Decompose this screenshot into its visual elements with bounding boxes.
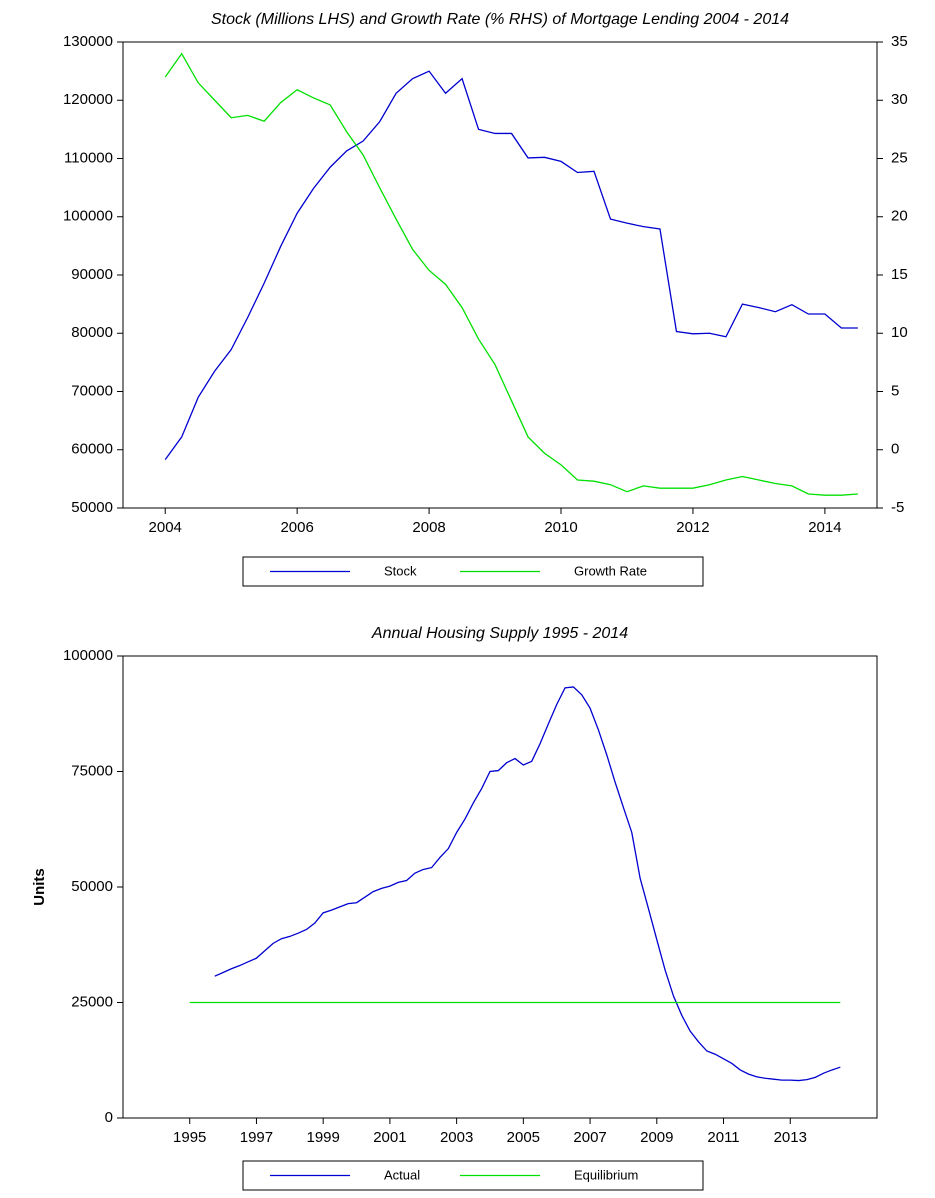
x-tick-label: 1997	[240, 1129, 273, 1146]
y-tick-label: 80000	[71, 324, 113, 341]
y-tick-label: 130000	[63, 33, 113, 50]
y2-tick-label: 10	[891, 324, 908, 341]
y-tick-label: 100000	[63, 647, 113, 664]
y-tick-label: 75000	[71, 762, 113, 779]
y-tick-label: 110000	[64, 149, 113, 166]
y-tick-label: 70000	[71, 382, 113, 399]
x-tick-label: 2010	[544, 519, 577, 536]
y-tick-label: 100000	[63, 208, 113, 225]
x-tick-label: 2011	[707, 1129, 739, 1146]
chart-title: Stock (Millions LHS) and Growth Rate (% …	[211, 11, 789, 28]
y2-tick-label: 15	[891, 266, 908, 283]
series-line	[214, 686, 841, 1082]
y2-tick-label: 30	[891, 91, 908, 108]
x-tick-label: 2006	[280, 519, 313, 536]
series-line	[164, 52, 858, 496]
series-line	[164, 70, 858, 461]
x-tick-label: 2001	[373, 1129, 406, 1146]
y-axis-label: Units	[31, 868, 48, 906]
y-tick-label: 0	[105, 1109, 113, 1126]
x-tick-label: 1995	[173, 1129, 206, 1146]
y-tick-label: 25000	[71, 993, 113, 1010]
y-tick-label: 90000	[71, 266, 113, 283]
plot-frame	[122, 41, 878, 509]
y2-tick-label: 20	[891, 208, 908, 225]
x-tick-label: 2012	[676, 519, 709, 536]
legend-label: Stock	[384, 563, 417, 578]
x-tick-label: 2005	[507, 1129, 540, 1146]
legend-label: Growth Rate	[574, 563, 647, 578]
y2-tick-label: 5	[891, 382, 899, 399]
x-tick-label: 2009	[640, 1129, 673, 1146]
x-tick-label: 2003	[440, 1129, 473, 1146]
y-tick-label: 120000	[63, 91, 113, 108]
legend-label: Equilibrium	[574, 1167, 638, 1182]
y-tick-label: 50000	[71, 499, 113, 516]
x-tick-label: 2014	[808, 519, 841, 536]
y2-tick-label: 25	[891, 149, 908, 166]
y2-tick-label: 35	[891, 33, 908, 50]
y-tick-label: 60000	[71, 441, 113, 458]
x-tick-label: 2008	[412, 519, 445, 536]
x-tick-label: 1999	[306, 1129, 339, 1146]
y2-tick-label: -5	[891, 499, 904, 516]
x-tick-label: 2013	[774, 1129, 807, 1146]
legend-label: Actual	[384, 1167, 420, 1182]
y2-tick-label: 0	[891, 441, 899, 458]
chart-title: Annual Housing Supply 1995 - 2014	[371, 625, 628, 642]
x-tick-label: 2007	[573, 1129, 606, 1146]
plot-frame	[122, 655, 878, 1119]
y-tick-label: 50000	[71, 878, 113, 895]
x-tick-label: 2004	[149, 519, 182, 536]
